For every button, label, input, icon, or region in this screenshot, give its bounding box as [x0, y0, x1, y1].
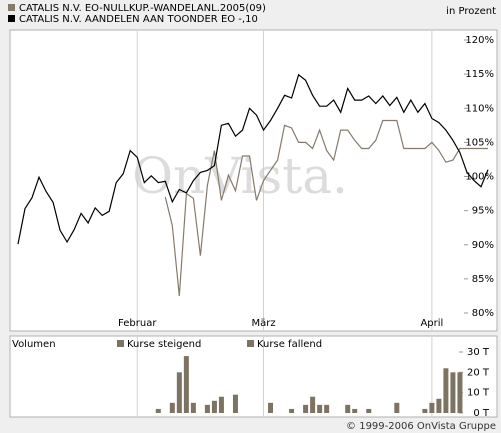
volume-bar	[176, 372, 182, 413]
y-tick-label: 85%	[472, 274, 494, 285]
legend-label: CATALIS N.V. EO-NULLKUP.-WANDELANL.2005(…	[19, 3, 266, 14]
volume-bar	[450, 372, 456, 413]
volume-bar	[190, 402, 196, 413]
volume-bar	[211, 400, 217, 413]
y-tick-label: 30 T	[467, 347, 490, 358]
volume-bar	[289, 408, 295, 413]
y-tick-label: 105%	[465, 137, 494, 148]
volume-bar	[422, 408, 428, 413]
y-tick-label: 110%	[465, 103, 494, 114]
legend-swatch	[117, 340, 124, 347]
y-tick-label: 20 T	[467, 367, 490, 378]
volume-frame	[9, 335, 498, 418]
y-tick-label: 120%	[465, 35, 494, 46]
volume-bar	[232, 394, 238, 413]
watermark: OnVista.	[132, 147, 348, 205]
y-axis-label: in Prozent	[446, 6, 496, 17]
y-tick-label: 100%	[465, 172, 494, 183]
volume-bar	[303, 404, 309, 413]
volume-bar	[204, 404, 210, 413]
legend-label: Kurse steigend	[127, 339, 201, 350]
y-tick-label: 95%	[472, 206, 494, 217]
legend-label: CATALIS N.V. AANDELEN AAN TOONDER EO -,1…	[19, 14, 258, 25]
volume-bar	[366, 408, 372, 413]
volume-bar	[436, 398, 442, 413]
volume-bar	[218, 396, 224, 413]
x-tick-label: April	[420, 318, 443, 329]
volume-bar	[352, 408, 358, 413]
legend-swatch	[8, 4, 15, 11]
volume-bar	[317, 404, 323, 413]
volume-bar	[394, 402, 400, 413]
volume-bar	[457, 372, 463, 413]
legend-swatch	[247, 340, 254, 347]
legend-label: Kurse fallend	[257, 339, 322, 350]
legend-swatch	[8, 15, 15, 22]
volume-bar	[324, 404, 330, 413]
y-tick-label: 0 T	[473, 408, 490, 419]
volume-bar	[183, 356, 189, 413]
y-tick-label: 115%	[465, 69, 494, 80]
series-line	[164, 119, 488, 296]
volume-bar	[310, 396, 316, 413]
series-line	[17, 73, 489, 245]
volume-bar	[169, 402, 175, 413]
volume-bar	[443, 368, 449, 413]
y-tick-label: 90%	[472, 240, 494, 251]
y-tick-label: 80%	[472, 308, 494, 319]
x-tick-label: Februar	[118, 318, 157, 329]
x-tick-label: März	[251, 318, 275, 329]
volume-bar	[345, 404, 351, 413]
volume-bar	[429, 402, 435, 413]
credit: © 1999-2006 OnVista Gruppe	[346, 421, 496, 432]
volume-title: Volumen	[12, 339, 56, 350]
y-tick-label: 10 T	[467, 388, 490, 399]
volume-bar	[268, 402, 274, 413]
volume-bar	[155, 408, 161, 413]
